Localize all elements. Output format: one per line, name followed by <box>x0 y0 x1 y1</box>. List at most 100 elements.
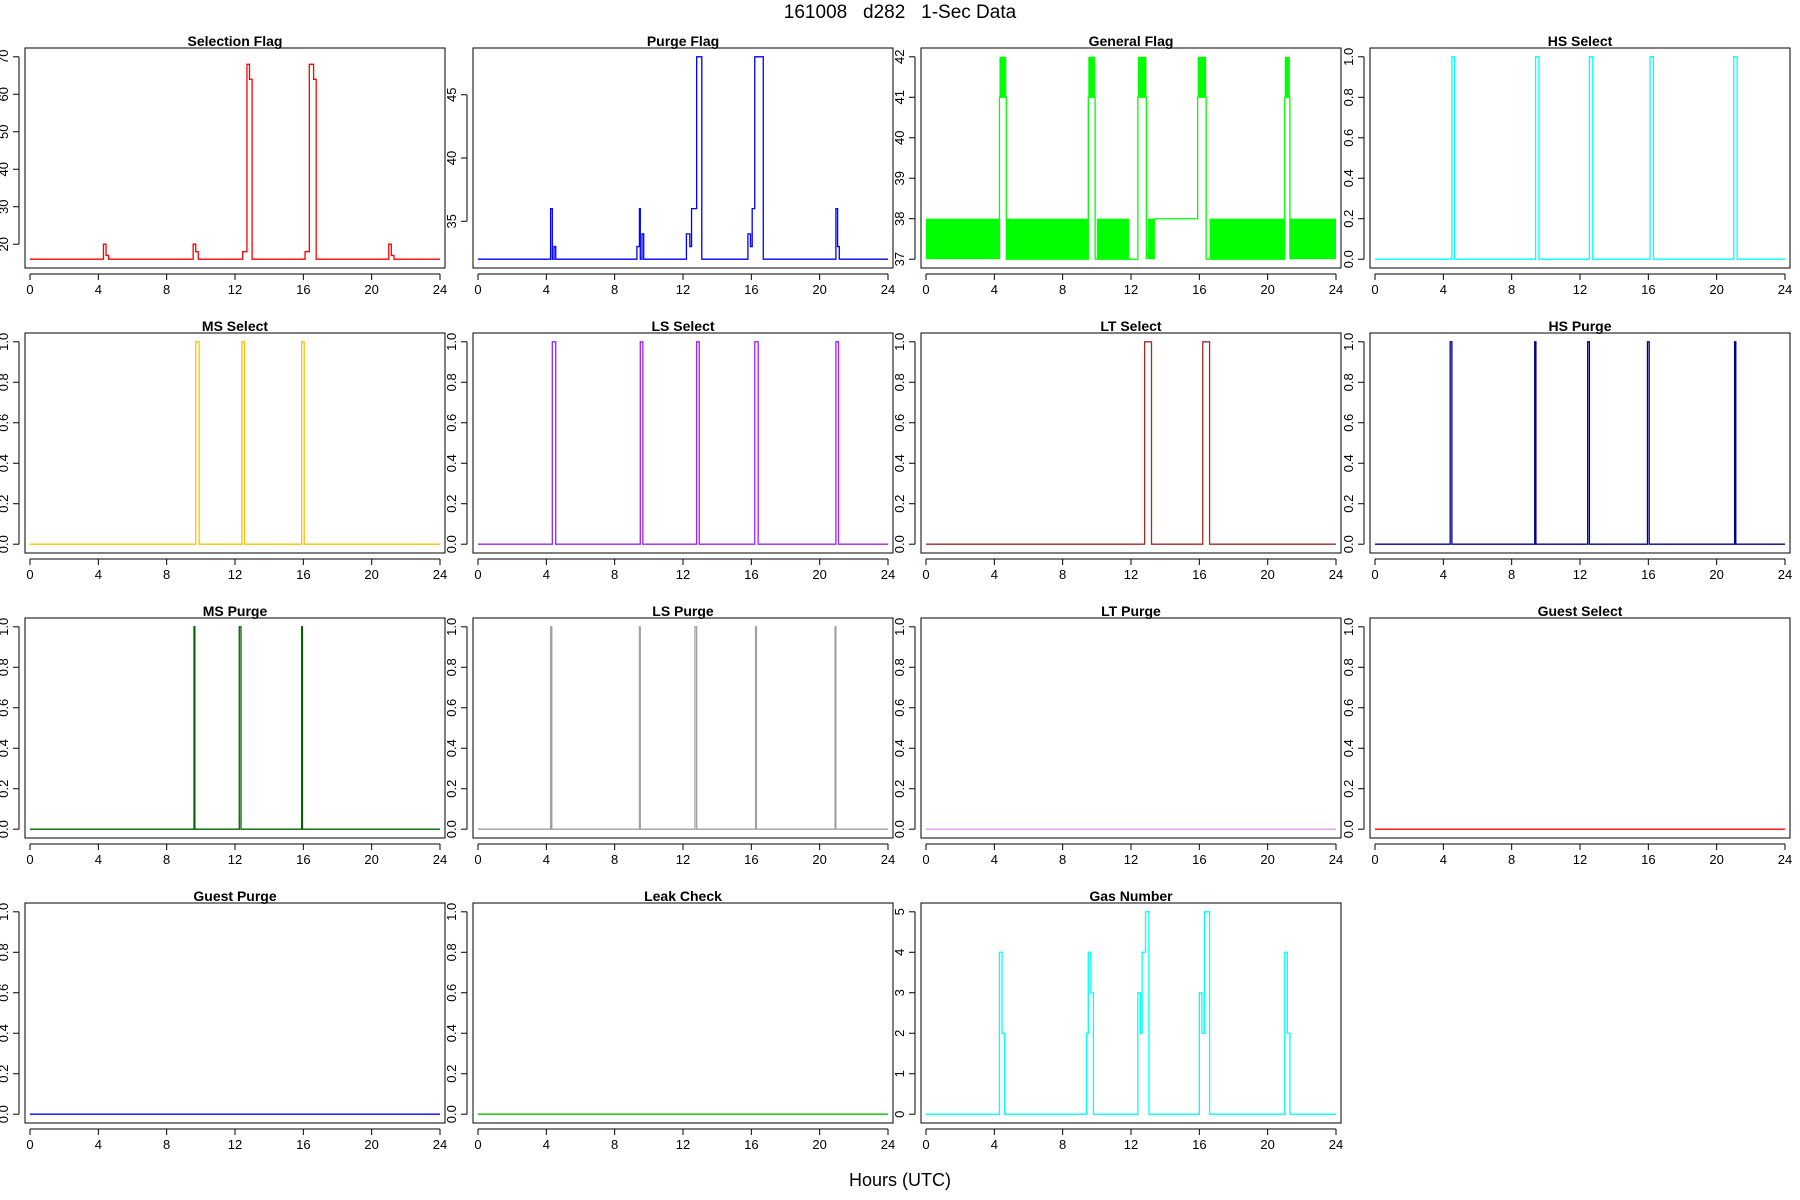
x-tick-label: 16 <box>744 1137 758 1152</box>
chart-title: LS Select <box>651 318 714 334</box>
y-tick-label: 0.8 <box>444 658 459 676</box>
series-line <box>926 911 1336 1115</box>
x-tick-label: 16 <box>744 567 758 582</box>
y-tick-label: 0.6 <box>892 414 907 432</box>
x-tick-label: 16 <box>1641 852 1655 867</box>
x-tick-label: 16 <box>296 567 310 582</box>
x-tick-label: 4 <box>95 852 102 867</box>
x-tick-label: 24 <box>433 1137 447 1152</box>
plot-frame <box>472 902 894 1124</box>
y-tick-label: 30 <box>0 199 11 213</box>
y-tick-label: 0.8 <box>1341 88 1356 106</box>
x-tick-label: 8 <box>611 567 618 582</box>
y-tick-label: 0.6 <box>0 699 11 717</box>
x-tick-label: 12 <box>676 1137 690 1152</box>
x-tick-label: 0 <box>474 282 481 297</box>
y-tick-label: 0.4 <box>0 739 11 757</box>
x-tick-label: 8 <box>611 852 618 867</box>
x-tick-label: 4 <box>991 1137 998 1152</box>
y-tick-label: 1.0 <box>1341 333 1356 351</box>
x-tick-label: 20 <box>1709 282 1723 297</box>
y-tick-label: 0.4 <box>444 739 459 757</box>
y-tick-label: 0.0 <box>0 820 11 838</box>
y-tick-label: 0.8 <box>0 943 11 961</box>
chart-title: Purge Flag <box>647 33 719 49</box>
x-tick-label: 24 <box>881 567 895 582</box>
y-tick-label: 50 <box>0 125 11 139</box>
x-tick-label: 16 <box>744 852 758 867</box>
chart-title: LT Purge <box>1101 603 1161 619</box>
data-fill-block <box>1197 56 1207 98</box>
y-tick-label: 0.0 <box>1341 250 1356 268</box>
chart-title: HS Select <box>1548 33 1613 49</box>
x-tick-label: 0 <box>26 282 33 297</box>
y-tick-label: 0.8 <box>444 373 459 391</box>
x-tick-label: 20 <box>812 852 826 867</box>
y-tick-label: 0.4 <box>892 739 907 757</box>
x-tick-label: 0 <box>474 567 481 582</box>
y-tick-label: 0.0 <box>444 535 459 553</box>
data-fill-block <box>1148 218 1155 260</box>
x-tick-label: 4 <box>1440 852 1447 867</box>
y-tick-label: 35 <box>444 214 459 228</box>
y-tick-label: 37 <box>892 252 907 266</box>
x-tick-label: 16 <box>296 852 310 867</box>
chart-panel: MS Select 0 4 8 12 16 20 24 0.0 0.2 0.4 0.6 0.8 1.0 <box>0 318 447 582</box>
chart-panel: Guest Purge 0 4 8 12 16 20 24 0.0 0.2 0.4 0.6 0.8 1.0 <box>0 888 447 1152</box>
chart-panel: General Flag 0 4 8 12 16 20 24 37 38 39 40 41 42 <box>892 33 1343 297</box>
y-tick-label: 0.6 <box>0 984 11 1002</box>
x-tick-label: 12 <box>1124 1137 1138 1152</box>
x-tick-label: 4 <box>95 1137 102 1152</box>
data-fill-block <box>999 56 1007 98</box>
y-tick-label: 0.6 <box>1341 414 1356 432</box>
x-tick-label: 24 <box>1329 282 1343 297</box>
x-tick-label: 4 <box>991 282 998 297</box>
x-tick-label: 12 <box>1573 567 1587 582</box>
y-tick-label: 0.0 <box>444 1105 459 1123</box>
y-tick-label: 45 <box>444 88 459 102</box>
y-tick-label: 0.0 <box>1341 535 1356 553</box>
x-tick-label: 16 <box>1641 567 1655 582</box>
x-tick-label: 0 <box>1371 282 1378 297</box>
x-tick-label: 12 <box>228 567 242 582</box>
chart-title: Leak Check <box>644 888 722 904</box>
x-tick-label: 20 <box>812 1137 826 1152</box>
x-tick-label: 12 <box>676 282 690 297</box>
x-tick-label: 4 <box>1440 567 1447 582</box>
x-tick-label: 20 <box>1260 852 1274 867</box>
chart-panel: Guest Select 0 4 8 12 16 20 24 0.0 0.2 0.4 0.6 0.8 1.… <box>1341 603 1792 867</box>
y-tick-label: 70 <box>0 50 11 64</box>
x-tick-label: 4 <box>991 852 998 867</box>
x-tick-label: 16 <box>1192 852 1206 867</box>
y-tick-label: 1.0 <box>892 618 907 636</box>
y-tick-label: 0.2 <box>444 780 459 798</box>
series-line <box>478 341 888 545</box>
chart-title: MS Select <box>202 318 268 334</box>
chart-title: Selection Flag <box>188 33 283 49</box>
x-tick-label: 0 <box>1371 852 1378 867</box>
y-tick-label: 0.4 <box>1341 169 1356 187</box>
data-fill-block <box>1006 218 1089 260</box>
y-tick-label: 1.0 <box>444 903 459 921</box>
y-tick-label: 0.4 <box>444 1024 459 1042</box>
y-tick-label: 0.4 <box>0 454 11 472</box>
y-tick-label: 0.8 <box>892 658 907 676</box>
x-tick-label: 20 <box>1709 567 1723 582</box>
x-tick-label: 16 <box>1192 282 1206 297</box>
plot-frame <box>24 332 446 554</box>
y-tick-label: 0.4 <box>444 454 459 472</box>
x-tick-label: 8 <box>163 567 170 582</box>
chart-title: HS Purge <box>1548 318 1611 334</box>
y-tick-label: 40 <box>444 151 459 165</box>
x-tick-label: 20 <box>812 282 826 297</box>
y-tick-label: 0.0 <box>444 820 459 838</box>
y-tick-label: 0.0 <box>892 820 907 838</box>
x-tick-label: 20 <box>364 567 378 582</box>
data-fill-block <box>1088 56 1096 98</box>
x-tick-label: 4 <box>95 567 102 582</box>
y-tick-label: 0.2 <box>0 495 11 513</box>
y-tick-label: 0.2 <box>444 1065 459 1083</box>
